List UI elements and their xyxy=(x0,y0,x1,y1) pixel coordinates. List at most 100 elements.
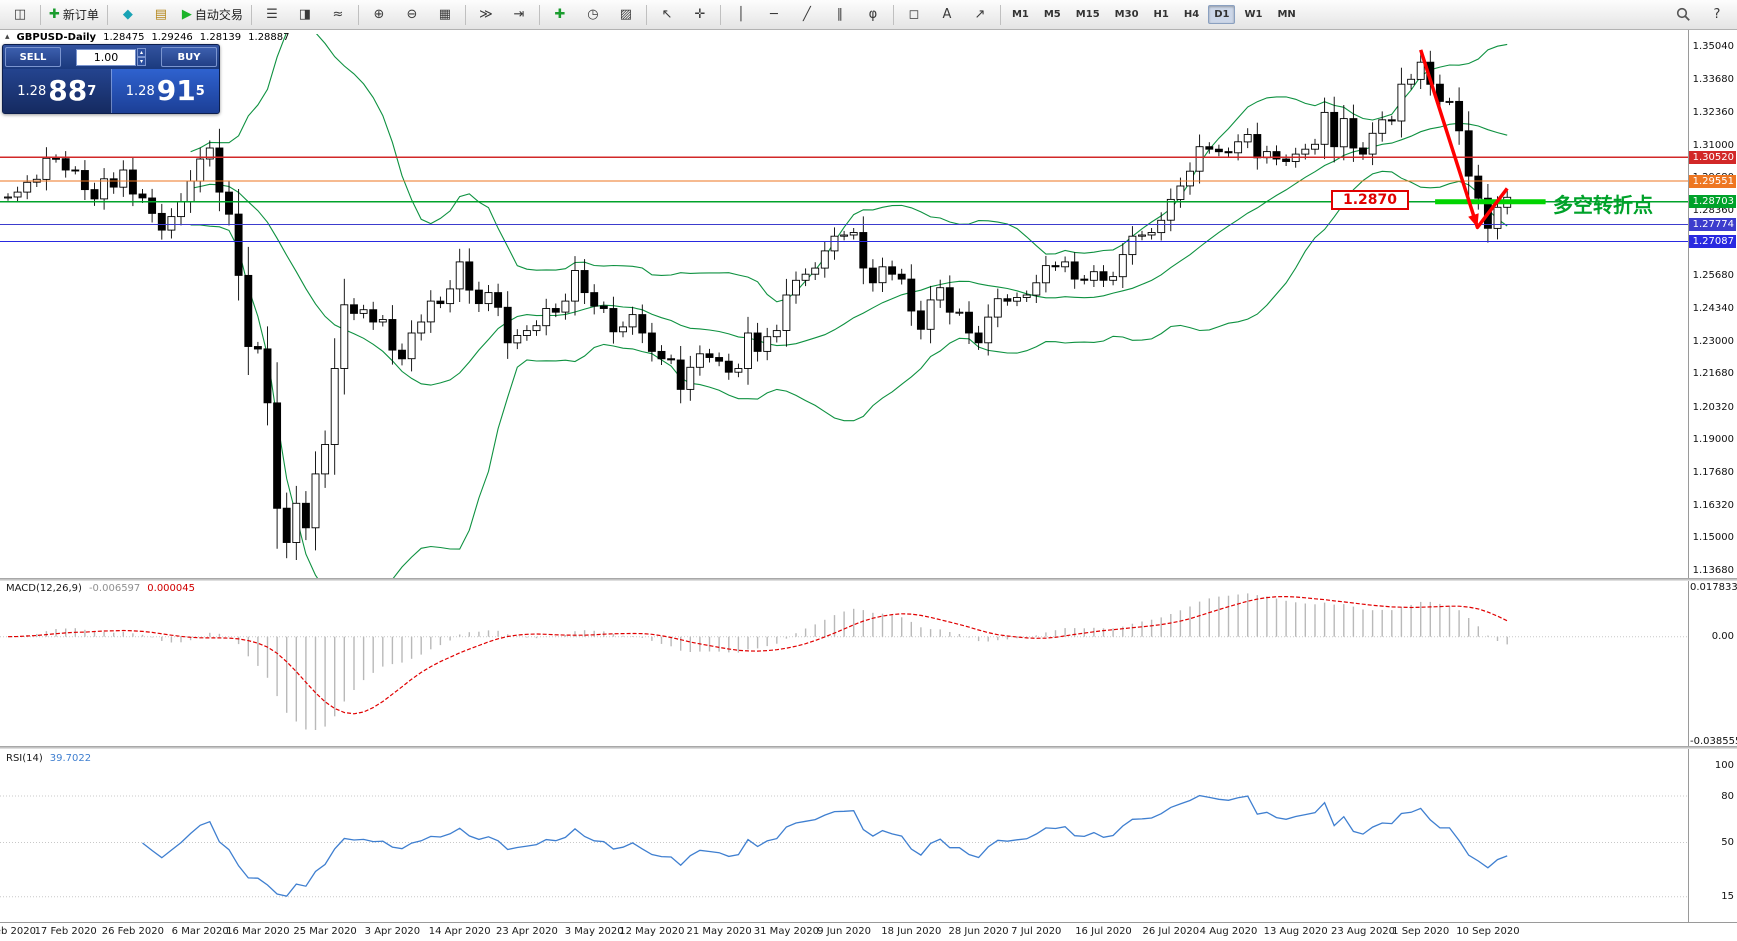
price-axis-label: 1.32360 xyxy=(1692,106,1734,118)
price-axis-label: 1.13680 xyxy=(1692,564,1734,576)
bar-chart-button[interactable]: ☰ xyxy=(256,2,288,28)
volume-up-button[interactable]: ▴ xyxy=(136,48,146,57)
time-axis-label: 18 Jun 2020 xyxy=(881,926,942,937)
profiles-button[interactable]: ▤ xyxy=(145,2,177,28)
pivot-line-price-badge: 1.28703 xyxy=(1689,195,1736,209)
resistance-line-1-price-badge: 1.30520 xyxy=(1689,150,1736,164)
timeframe-w1-button[interactable]: W1 xyxy=(1244,9,1263,20)
toolbar-separator xyxy=(357,4,359,25)
help-icon[interactable]: ? xyxy=(1713,7,1721,22)
arrows-icon: ↗ xyxy=(974,7,986,22)
horizontal-line-button[interactable]: ─ xyxy=(758,2,790,28)
channel-button[interactable]: ∥ xyxy=(824,2,856,28)
zoom-out-icon: ⊖ xyxy=(406,7,418,22)
price-axis-label: 1.35040 xyxy=(1692,41,1734,52)
new-order-button[interactable]: ✚ 新订单 xyxy=(45,2,103,28)
auto-scroll-button[interactable]: ≫ xyxy=(470,2,502,28)
trendline-button[interactable]: ╱ xyxy=(791,2,823,28)
bollinger-middle-band xyxy=(190,122,1508,386)
panel-separator-macd[interactable] xyxy=(0,578,1737,581)
ohlc-open: 1.28475 xyxy=(103,31,145,43)
resistance-line-2-price-badge: 1.29551 xyxy=(1689,174,1736,188)
line-chart-icon: ≈ xyxy=(332,7,344,22)
time-axis-label: 12 May 2020 xyxy=(619,926,685,937)
arrows-button[interactable]: ↗ xyxy=(964,2,996,28)
ohlc-close: 1.28887 xyxy=(248,31,290,43)
price-axis-label: 1.16320 xyxy=(1692,499,1734,511)
shapes-icon: ◻ xyxy=(908,7,920,22)
time-axis-label: 14 Apr 2020 xyxy=(428,926,491,937)
tile-windows-button[interactable]: ▦ xyxy=(429,2,461,28)
candlestick-series xyxy=(4,50,1512,560)
buy-button[interactable]: BUY xyxy=(161,47,217,67)
ohlc-high: 1.29246 xyxy=(151,31,193,43)
crosshair-button[interactable]: ✛ xyxy=(684,2,716,28)
pivot-price-callout[interactable]: 1.2870 xyxy=(1331,190,1409,210)
price-axis-label: 1.21680 xyxy=(1692,368,1734,380)
autotrading-button[interactable]: ▶ 自动交易 xyxy=(178,2,247,28)
text-button[interactable]: A xyxy=(931,2,963,28)
line-chart-button[interactable]: ≈ xyxy=(322,2,354,28)
chart-shift-button[interactable]: ⇥ xyxy=(503,2,535,28)
sell-price-display[interactable]: 1.28 88 7 xyxy=(3,69,111,113)
chart-canvas[interactable] xyxy=(0,30,1737,941)
trendline-icon: ╱ xyxy=(803,7,811,22)
one-click-trading-panel: SELL ▴ ▾ BUY 1.28 88 7 1.28 91 5 xyxy=(2,44,220,114)
volume-down-button[interactable]: ▾ xyxy=(136,57,146,66)
cycles-button[interactable]: ◷ xyxy=(577,2,609,28)
zoom-in-button[interactable]: ⊕ xyxy=(363,2,395,28)
profiles-icon: ▤ xyxy=(154,7,168,22)
time-axis-label: 23 Aug 2020 xyxy=(1330,926,1396,937)
timeframe-h4-button[interactable]: H4 xyxy=(1183,9,1200,20)
support-line-2-price-badge: 1.27087 xyxy=(1689,234,1736,248)
search-icon[interactable] xyxy=(1667,2,1699,28)
toolbar-separator xyxy=(538,4,540,25)
auto-scroll-icon: ≫ xyxy=(479,7,493,22)
time-axis-label: 9 Jun 2020 xyxy=(817,926,871,937)
shapes-button[interactable]: ◻ xyxy=(898,2,930,28)
templates-icon: ▨ xyxy=(619,7,633,22)
one-click-collapse-icon[interactable]: ▴ xyxy=(5,32,10,42)
time-axis-label: 3 Apr 2020 xyxy=(364,926,421,937)
price-axis-label: 1.20320 xyxy=(1692,401,1734,413)
community-icon[interactable]: ◆ xyxy=(112,2,144,28)
time-axis-label: 23 Apr 2020 xyxy=(495,926,558,937)
new-chart-button[interactable]: ◫ xyxy=(4,2,36,28)
new-order-icon: ✚ xyxy=(49,7,60,22)
macd-scale-top: 0.017833 xyxy=(1690,582,1737,593)
buy-price-sup: 5 xyxy=(195,83,205,99)
buy-price-display[interactable]: 1.28 91 5 xyxy=(110,69,219,113)
time-axis-label: 16 Jul 2020 xyxy=(1075,926,1132,937)
price-axis-label: 1.31000 xyxy=(1692,140,1734,151)
timeframe-h1-button[interactable]: H1 xyxy=(1153,9,1169,20)
cursor-button[interactable]: ↖ xyxy=(651,2,683,28)
timeframe-mn-button[interactable]: MN xyxy=(1277,9,1296,20)
timeframe-m30-button[interactable]: M30 xyxy=(1114,9,1139,20)
price-axis-label: 1.19000 xyxy=(1692,434,1734,446)
pivot-annotation-text[interactable]: 多空转折点 xyxy=(1553,193,1653,217)
timeframe-m15-button[interactable]: M15 xyxy=(1075,9,1100,20)
candlestick-chart-icon: ◨ xyxy=(298,7,312,22)
vertical-line-button[interactable]: │ xyxy=(725,2,757,28)
time-axis-label: 7 Jul 2020 xyxy=(1011,926,1062,937)
trend-arrow-head xyxy=(1468,213,1479,228)
timeframe-d1-button[interactable]: D1 xyxy=(1208,5,1236,24)
templates-button[interactable]: ▨ xyxy=(610,2,642,28)
sell-price-small: 1.28 xyxy=(17,83,47,99)
fibonacci-button[interactable]: φ xyxy=(857,2,889,28)
autotrading-icon: ▶ xyxy=(181,7,192,22)
candlestick-chart-button[interactable]: ◨ xyxy=(289,2,321,28)
toolbar-separator xyxy=(106,4,108,25)
sell-button[interactable]: SELL xyxy=(5,47,61,67)
time-axis-label: 25 Mar 2020 xyxy=(293,926,357,937)
volume-input[interactable] xyxy=(75,48,136,66)
text-icon: A xyxy=(942,7,952,22)
macd-scale-zero: 0.00 xyxy=(1711,631,1734,642)
panel-separator-rsi[interactable] xyxy=(0,746,1737,749)
zoom-out-button[interactable]: ⊖ xyxy=(396,2,428,28)
indicators-button[interactable]: ✚ xyxy=(544,2,576,28)
timeframe-m5-button[interactable]: M5 xyxy=(1043,9,1061,20)
crosshair-icon: ✛ xyxy=(694,7,706,22)
timeframe-m1-button[interactable]: M1 xyxy=(1011,9,1029,20)
